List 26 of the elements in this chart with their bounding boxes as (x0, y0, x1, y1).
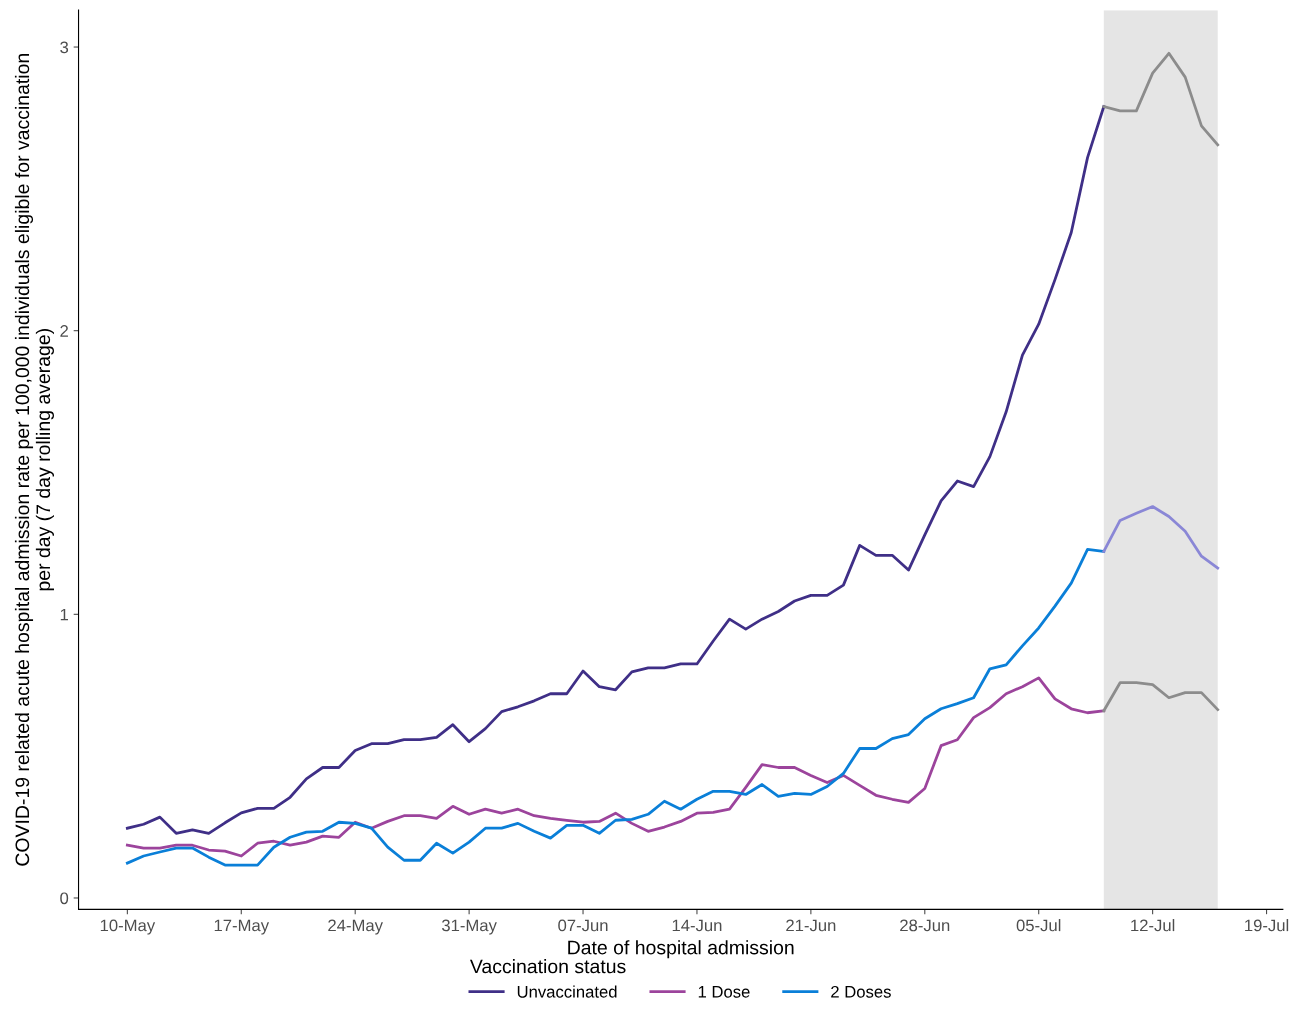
y-tick-label: 3 (60, 41, 69, 54)
x-tick-label: 17-May (214, 919, 270, 935)
y-tick-label: 0 (60, 892, 69, 905)
x-tick-label: 28-Jun (900, 919, 950, 932)
legend-label: 2 Doses (831, 985, 891, 998)
line-series (125, 547, 1106, 867)
x-tick-label: 24-May (328, 919, 383, 935)
y-tick-label: 1 (60, 608, 69, 621)
line-series (125, 105, 1106, 835)
legend-title: Vaccination status (469, 959, 626, 974)
y-axis-title: COVID-19 related acute hospital admission rate per 100,000 individuals eligible for vaccination per day (7 day rolling average) (14, 54, 54, 866)
legend-label: 1 Dose (698, 986, 750, 998)
x-tick-label: 07-Jun (558, 919, 608, 932)
line-series (1102, 505, 1220, 570)
x-tick-label: 19-Jul (1245, 919, 1289, 932)
x-tick-label: 05-Jul (1016, 919, 1061, 932)
x-tick-label: 10-May (100, 919, 156, 935)
x-tick-label: 31-May (441, 919, 497, 935)
line-series (1102, 51, 1220, 147)
line-series (1102, 681, 1220, 713)
x-tick-label: 12-Jul (1131, 919, 1175, 932)
legend-label: Unvaccinated (517, 985, 617, 998)
x-axis-title: Date of hospital admission (568, 940, 794, 959)
x-tick-label: 21-Jun (786, 919, 836, 932)
x-tick-label: 14-Jun (672, 919, 722, 932)
y-tick-label: 2 (60, 325, 68, 337)
